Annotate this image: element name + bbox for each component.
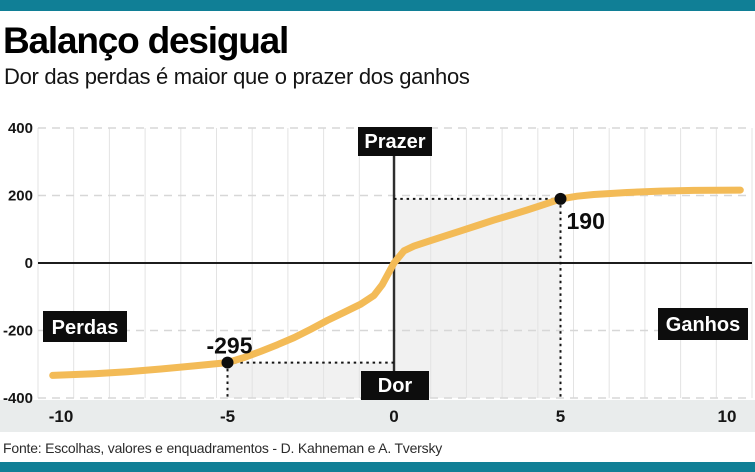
page-title: Balanço desigual [3,20,289,61]
label-gains: Ganhos [666,314,740,336]
point-value-label: -295 [206,333,252,359]
label-pain: Dor [378,375,413,397]
label-box-pain: Dor [361,371,429,400]
shaded-region [394,198,561,398]
y-tick-label: -200 [3,323,33,340]
bottom-accent-bar [0,462,755,472]
y-tick-label: 400 [8,120,33,137]
y-tick-label: -400 [3,390,33,407]
page-subtitle: Dor das perdas é maior que o prazer dos … [4,63,470,89]
top-accent-bar [0,0,755,11]
source-note: Fonte: Escolhas, valores e enquadramento… [3,440,443,456]
label-box-rect [43,311,127,342]
value-curve [49,186,744,379]
label-box-rect [361,371,429,400]
point-value-label: 190 [567,208,605,234]
prospect-theory-value-chart: Prazer Dor Perdas Ganhos 400 200 0 -200 -400… [0,120,755,432]
chart-footer: Fonte: Escolhas, valores e enquadramento… [0,432,755,462]
label-pleasure: Prazer [364,131,425,153]
data-point-dot [221,356,234,369]
x-axis-band [0,400,755,432]
label-box-gains: Ganhos [658,308,748,340]
y-tick-label: 0 [25,255,33,272]
data-point-dot [554,192,567,205]
label-box-rect [658,308,748,340]
x-tick-label: -5 [220,407,235,426]
chart-header: Balanço desigual Dor das perdas é maior … [0,11,755,112]
x-tick-label: 5 [556,407,565,426]
label-box-losses: Perdas [43,311,127,342]
y-tick-label: 200 [8,188,33,205]
label-losses: Perdas [52,317,119,339]
x-tick-label: 0 [389,407,398,426]
label-box-pleasure: Prazer [358,127,432,156]
label-box-rect [358,127,432,156]
x-tick-label: -10 [49,407,74,426]
x-tick-label: 10 [718,407,737,426]
